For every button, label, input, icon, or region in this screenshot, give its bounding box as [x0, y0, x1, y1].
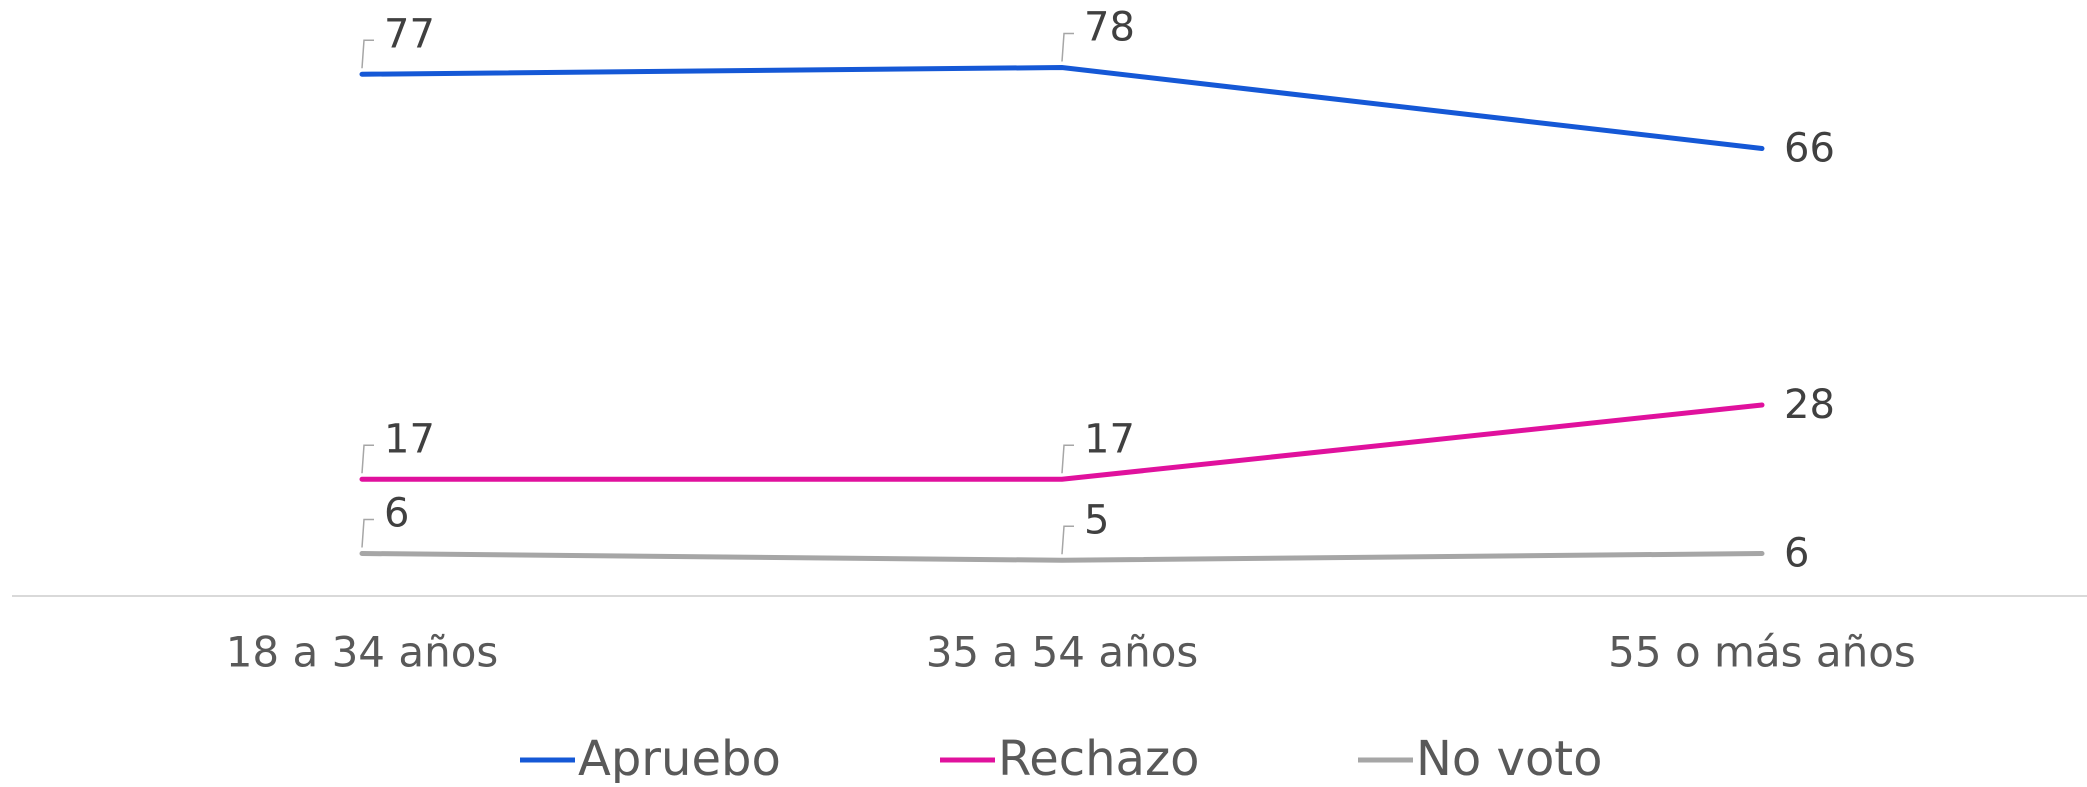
x-tick-label: 35 a 54 años [926, 628, 1199, 677]
data-label: 5 [1084, 497, 1109, 543]
leader-line [1061, 525, 1074, 555]
leader-line [1061, 32, 1074, 62]
legend-label: Rechazo [998, 731, 1200, 783]
data-label: 66 [1784, 126, 1835, 172]
series-line [359, 551, 1765, 563]
data-label: 28 [1784, 382, 1835, 428]
data-label: 77 [384, 11, 435, 57]
x-tick-label: 18 a 34 años [226, 628, 499, 677]
data-label: 78 [1084, 5, 1135, 51]
series-line [359, 64, 1765, 151]
leader-line [361, 518, 374, 548]
leader-line [361, 444, 374, 474]
data-label: 17 [384, 416, 435, 462]
legend-label: No voto [1416, 731, 1603, 783]
data-label: 6 [1784, 531, 1809, 577]
leader-line [1061, 444, 1074, 474]
x-tick-label: 55 o más años [1608, 628, 1916, 677]
data-label: 6 [384, 491, 409, 537]
series-line [359, 402, 1765, 482]
data-label: 17 [1084, 416, 1135, 462]
leader-line [361, 39, 374, 69]
legend-label: Apruebo [578, 731, 781, 783]
